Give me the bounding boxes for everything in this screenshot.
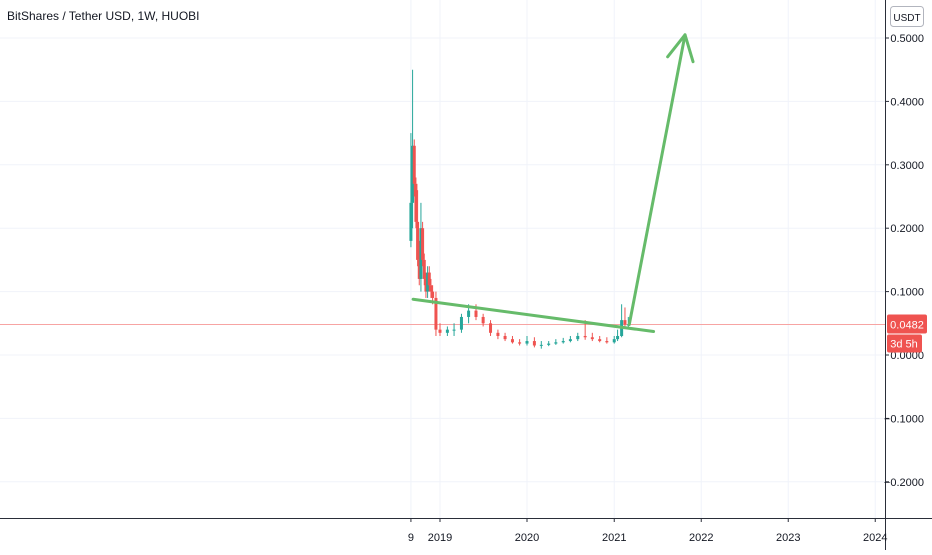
candle-body — [605, 341, 609, 343]
candle-body — [525, 341, 529, 344]
currency-button[interactable]: USDT — [890, 6, 924, 27]
candle-body — [411, 145, 415, 203]
candle-body — [576, 335, 580, 340]
x-tick-label: 2024 — [863, 532, 887, 544]
candle-body — [416, 221, 420, 260]
y-tick-label: 0.4000 — [890, 96, 924, 108]
candle-body — [412, 145, 416, 184]
x-tick-label: 9 — [408, 532, 414, 544]
candle-body — [429, 285, 433, 292]
y-tick-label: 0.1000 — [890, 287, 924, 299]
candle-body — [417, 259, 421, 279]
candle-body — [518, 342, 522, 344]
candle-body — [414, 183, 418, 222]
candle-body — [496, 332, 500, 336]
candle-body — [481, 316, 485, 324]
y-tick-label: −0.2000 — [884, 477, 924, 489]
candle-body — [590, 337, 594, 340]
currency-label: USDT — [893, 13, 920, 24]
y-tick-label: 0.5000 — [890, 33, 924, 45]
x-tick-label: 2020 — [515, 532, 539, 544]
arrow-head — [666, 33, 695, 64]
candle-body — [427, 272, 431, 286]
last-price-label: 0.0482 — [890, 319, 924, 331]
countdown-badge — [887, 334, 922, 353]
candles-group — [409, 69, 630, 349]
candle-body — [503, 335, 507, 340]
y-tick-label: 0.3000 — [890, 160, 924, 172]
chart-title: BitShares / Tether USD, 1W, HUOBI — [7, 9, 200, 23]
candle-body — [438, 329, 442, 333]
candle-body — [561, 341, 565, 343]
y-tick-label: 0.2000 — [890, 223, 924, 235]
candle-body — [623, 320, 627, 325]
candle-body — [452, 329, 456, 331]
candle-body — [539, 344, 543, 346]
candle-body — [445, 329, 449, 333]
candle-body — [434, 297, 438, 330]
x-tick-label: 2021 — [602, 532, 626, 544]
candle-body — [489, 323, 493, 333]
last-price-badge — [887, 314, 927, 334]
x-tick-label: 2022 — [689, 532, 713, 544]
trendline — [411, 297, 656, 334]
candle-body — [419, 228, 423, 279]
candle-body — [409, 202, 413, 241]
candle-body — [474, 310, 478, 317]
candle-body — [510, 339, 514, 343]
countdown-label: 3d 5h — [890, 338, 918, 350]
candle-body — [459, 316, 463, 330]
currency-box — [890, 6, 924, 27]
candle-body — [431, 291, 435, 298]
candle-body — [424, 278, 428, 292]
candle-body — [421, 228, 425, 260]
candle-body — [547, 343, 551, 345]
y-tick-label: 0.0000 — [890, 350, 924, 362]
candle-body — [426, 272, 430, 292]
candle-body — [583, 335, 587, 338]
candle-body — [532, 341, 536, 346]
candle-body — [568, 339, 572, 342]
candle-body — [612, 339, 616, 343]
y-tick-label: −0.1000 — [884, 413, 924, 425]
arrow-shaft — [627, 33, 687, 327]
candle-body — [422, 259, 426, 279]
x-tick-label: 2023 — [776, 532, 800, 544]
candle-body — [616, 335, 620, 340]
candle-body — [467, 310, 471, 317]
candle-body — [554, 342, 558, 344]
candle-body — [598, 339, 602, 342]
x-tick-label: 2019 — [428, 532, 452, 544]
